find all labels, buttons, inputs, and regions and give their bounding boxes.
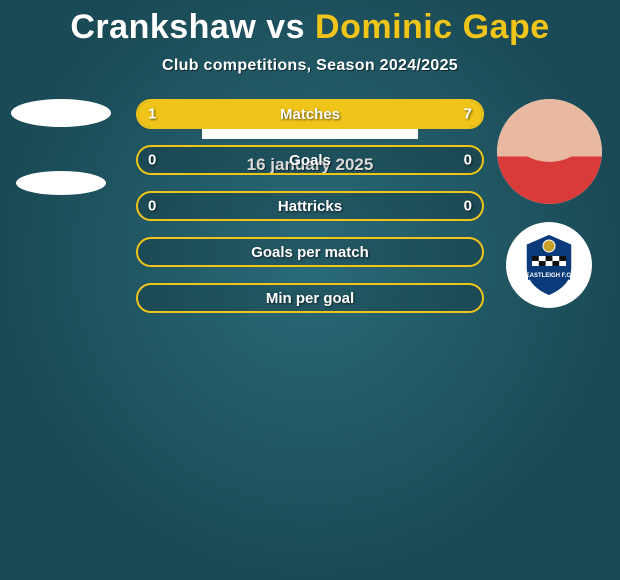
bar-value-right: 0 [464,152,472,169]
stat-bar-row: Matches 1 7 [136,99,484,129]
player1-crest-placeholder [16,171,106,195]
bar-value-left: 0 [148,198,156,215]
player2-avatar [497,99,602,204]
bar-value-right: 7 [464,106,472,123]
player1-avatar-placeholder [11,99,111,127]
card-title: Crankshaw vs Dominic Gape [0,0,620,47]
right-column: EASTLEIGH F.C. [494,99,604,308]
stat-bars: Matches 1 7 Goals 0 0 Hattricks 0 0 Goals per mat… [136,99,484,313]
left-column [6,99,116,195]
club-crest-icon: EASTLEIGH F.C. [514,230,584,300]
player1-name: Crankshaw [70,8,256,46]
bar-value-right: 0 [464,198,472,215]
player2-crest: EASTLEIGH F.C. [506,222,592,308]
stat-bar-row: Min per goal [136,283,484,313]
bar-fill-left [138,101,181,127]
stat-bar-row: Hattricks 0 0 [136,191,484,221]
stat-bar-row: Goals per match [136,237,484,267]
card-subtitle: Club competitions, Season 2024/2025 [0,57,620,75]
bar-label: Goals [289,152,331,169]
comparison-card: Crankshaw vs Dominic Gape Club competiti… [0,0,620,580]
stat-bar-row: Goals 0 0 [136,145,484,175]
player2-face-icon [497,99,602,204]
bar-value-left: 0 [148,152,156,169]
bar-value-left: 1 [148,106,156,123]
bar-label: Min per goal [266,290,354,307]
bar-label: Hattricks [278,198,342,215]
bar-label: Matches [280,106,340,123]
player2-name: Dominic Gape [315,8,550,46]
bar-label: Goals per match [251,244,369,261]
crest-banner-text: EASTLEIGH F.C. [526,273,573,279]
vs-text: vs [266,8,305,46]
